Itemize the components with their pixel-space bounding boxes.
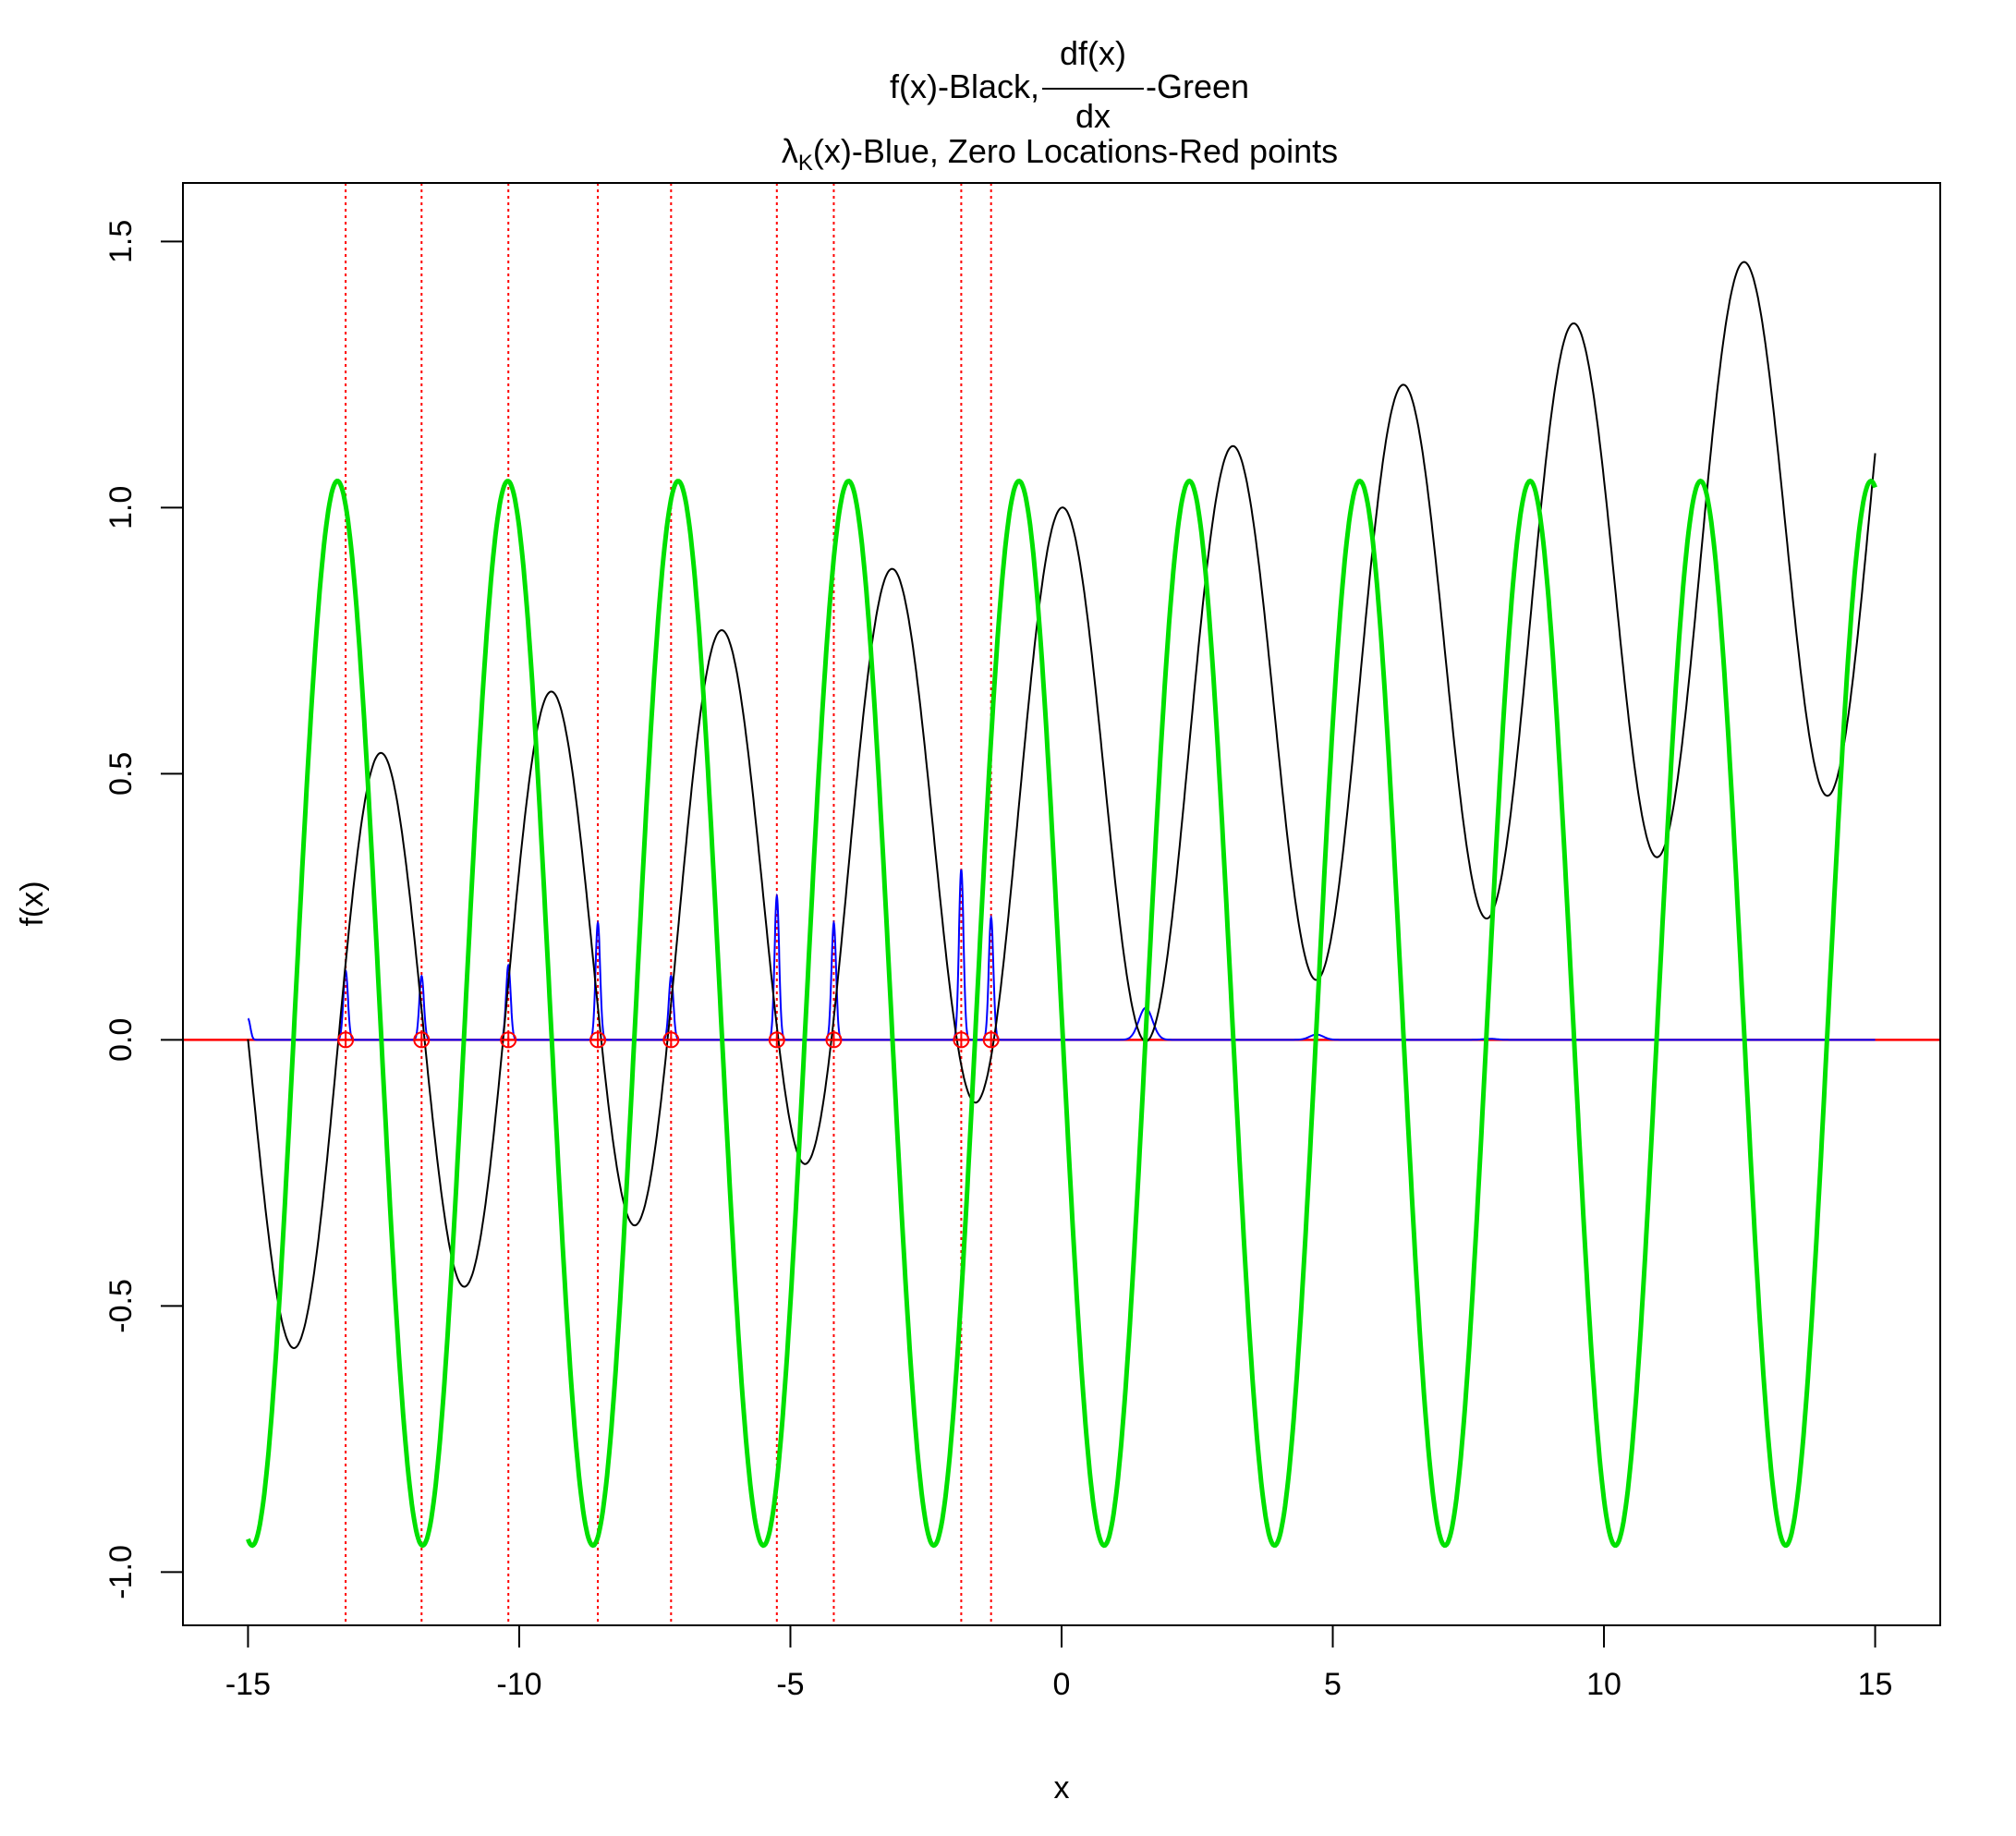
title-fx: f(x)-Black, [890, 67, 1039, 105]
x-tick-label: 10 [1586, 1667, 1621, 1702]
y-tick-label: -0.5 [103, 1279, 139, 1333]
derivative-curve [246, 478, 1877, 1549]
title-green: -Green [1146, 67, 1249, 105]
y-tick-label: 0.5 [103, 752, 139, 796]
x-tick-label: 0 [1053, 1667, 1071, 1702]
title-line2-rest: (x)-Blue, Zero Locations-Red points [813, 132, 1338, 170]
title-frac-denominator: dx [1075, 97, 1111, 135]
f-curve [247, 261, 1876, 1350]
zero-location-lines [345, 183, 992, 1625]
plot-frame [182, 182, 1941, 1626]
f-series [247, 261, 1876, 1350]
title-lambda: λ [782, 132, 798, 170]
y-tick-label: 0.0 [103, 1018, 139, 1062]
x-tick-label: 15 [1858, 1667, 1893, 1702]
title-line2: λK(x)-Blue, Zero Locations-Red points [782, 132, 1338, 176]
y-axis-label: f(x) [15, 881, 50, 926]
title-lambda-sub: K [798, 151, 813, 176]
y-tick-label: 1.5 [103, 220, 139, 263]
zero-points [337, 1031, 1000, 1049]
derivative-series [246, 478, 1877, 1549]
y-tick-label: 1.0 [103, 486, 139, 529]
x-tick-label: -15 [225, 1667, 271, 1702]
y-axis: -1.0 -0.5 0.0 0.5 1.0 1.5 [103, 220, 184, 1599]
x-tick-label: 5 [1324, 1667, 1342, 1702]
x-axis: -15 -10 -5 0 5 10 15 [225, 1624, 1893, 1702]
x-tick-label: -10 [496, 1667, 541, 1702]
y-tick-label: -1.0 [103, 1545, 139, 1599]
title-frac-numerator: df(x) [1060, 34, 1126, 72]
x-tick-label: -5 [776, 1667, 804, 1702]
x-axis-label: x [1054, 1770, 1070, 1806]
chart-title: f(x)-Black, df(x) dx -Green λK(x)-Blue, … [782, 34, 1338, 176]
